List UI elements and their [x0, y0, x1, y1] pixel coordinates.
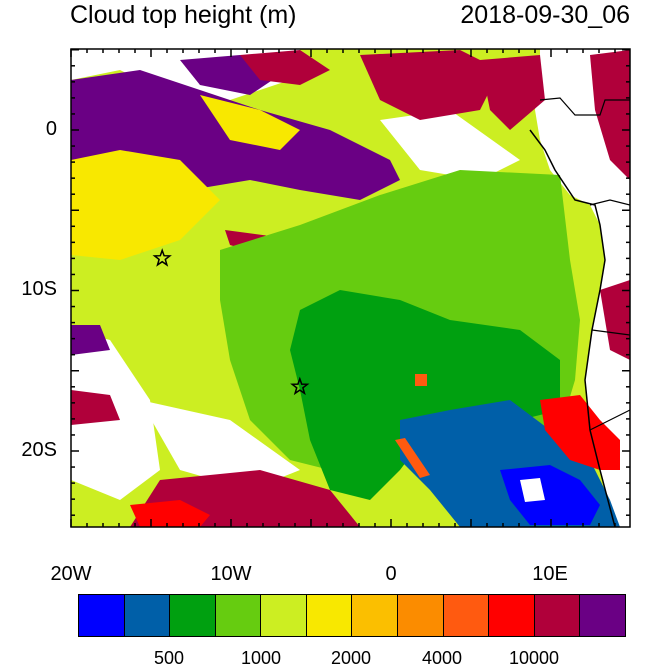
lat-label-0: 0	[45, 118, 57, 140]
mid-cloud-band	[71, 150, 220, 260]
high-cloud-red-south	[130, 500, 210, 527]
axis-ticks	[70, 49, 630, 527]
colorbar-swatch	[306, 595, 353, 636]
very-high-cloud-inland-east	[600, 280, 630, 360]
stratocumulus-core	[290, 290, 560, 500]
colorbar	[78, 594, 626, 637]
colorbar-label-1000: 1000	[240, 648, 282, 668]
colorbar-swatch	[261, 595, 307, 636]
high-cloud-patch-west	[71, 325, 110, 355]
colorbar-label-500: 500	[153, 648, 185, 668]
colorbar-swatch	[79, 595, 125, 636]
lat-label-20s: 20S	[21, 439, 57, 461]
plot-title: Cloud top height (m)	[70, 1, 297, 29]
very-high-cloud-north-east	[360, 50, 500, 120]
colorbar-label-2000: 2000	[330, 648, 372, 668]
lon-label-20w: 20W	[50, 563, 92, 585]
colorbar-swatch	[398, 595, 444, 636]
africa-landmass	[535, 49, 630, 527]
lon-label-10w: 10W	[210, 563, 252, 585]
high-cloud-orange-dot	[415, 374, 427, 386]
colorbar-swatch	[580, 595, 625, 636]
colorbar-swatch	[124, 595, 171, 636]
high-cloud-orange-streak	[395, 438, 430, 478]
plot-datetime: 2018-09-30_06	[460, 1, 630, 29]
lat-label-10s: 10S	[21, 278, 57, 300]
colorbar-swatch	[352, 595, 399, 636]
star-marker-1	[152, 248, 172, 267]
very-high-cloud-inland-north	[590, 50, 630, 180]
lon-label-10e: 10E	[532, 563, 568, 585]
mid-cloud-patch	[200, 95, 300, 150]
colorbar-swatch	[215, 595, 262, 636]
colorbar-swatch	[170, 595, 216, 636]
colorbar-swatch	[489, 595, 535, 636]
lon-label-0: 0	[385, 563, 397, 585]
country-border-far-south	[589, 409, 630, 431]
map-frame	[70, 48, 631, 528]
star-marker-2	[290, 376, 310, 396]
clear-patch-south-east	[520, 478, 545, 502]
colorbar-label-4000: 4000	[421, 648, 463, 668]
very-high-cloud-north	[240, 50, 330, 85]
country-border-north	[539, 97, 630, 116]
high-cloud-red-coast	[540, 395, 620, 470]
cloud-field	[71, 49, 630, 527]
country-border-mid	[589, 199, 630, 206]
colorbar-swatch	[534, 595, 581, 636]
clear-sky-patch-central	[380, 110, 520, 180]
site-markers	[152, 248, 310, 396]
very-high-cloud-southwest	[71, 390, 120, 425]
clear-sky-patch-south	[140, 400, 300, 490]
very-high-cloud-coast	[480, 55, 545, 130]
colorbar-label-10000: 10000	[508, 648, 560, 668]
colorbar-swatch	[443, 595, 490, 636]
country-border-south	[591, 329, 630, 336]
